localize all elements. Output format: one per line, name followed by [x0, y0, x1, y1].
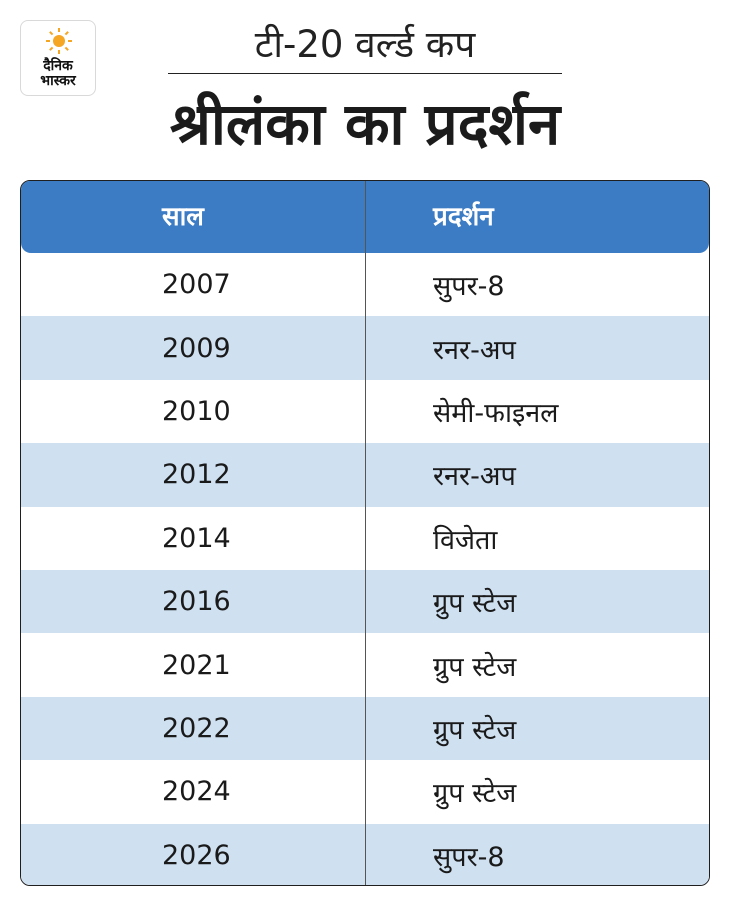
- result-cell: ग्रुप स्टेज: [433, 588, 517, 620]
- sun-icon: [46, 28, 72, 54]
- result-cell: सेमी-फाइनल: [433, 397, 559, 429]
- page-subtitle: टी-20 वर्ल्ड कप: [254, 23, 476, 66]
- year-cell: 2026: [162, 839, 231, 871]
- subtitle-divider: [168, 73, 562, 74]
- result-cell: विजेता: [433, 524, 498, 556]
- column-header-performance: प्रदर्शन: [433, 202, 494, 232]
- column-divider: [365, 181, 366, 885]
- result-cell: ग्रुप स्टेज: [433, 651, 517, 683]
- result-cell: सुपर-8: [433, 841, 505, 873]
- result-cell: सुपर-8: [433, 271, 505, 303]
- year-cell: 2012: [162, 459, 231, 491]
- year-cell: 2014: [162, 522, 231, 554]
- year-cell: 2007: [162, 269, 231, 301]
- page-title: श्रीलंका का प्रदर्शन: [169, 90, 561, 158]
- performance-table: साल प्रदर्शन 2007 सुपर-8 2009 रनर-अप 201…: [20, 180, 710, 886]
- dainik-bhaskar-logo: दैनिक भास्कर: [20, 20, 96, 96]
- year-cell: 2010: [162, 395, 231, 427]
- result-cell: रनर-अप: [433, 334, 516, 366]
- column-header-year: साल: [162, 202, 204, 232]
- result-cell: रनर-अप: [433, 461, 516, 493]
- year-cell: 2021: [162, 649, 231, 681]
- year-cell: 2022: [162, 712, 231, 744]
- result-cell: ग्रुप स्टेज: [433, 778, 517, 810]
- year-cell: 2024: [162, 776, 231, 808]
- year-cell: 2009: [162, 332, 231, 364]
- year-cell: 2016: [162, 586, 231, 618]
- result-cell: ग्रुप स्टेज: [433, 714, 517, 746]
- logo-line-2: भास्कर: [40, 73, 76, 89]
- logo-line-1: दैनिक: [43, 58, 73, 74]
